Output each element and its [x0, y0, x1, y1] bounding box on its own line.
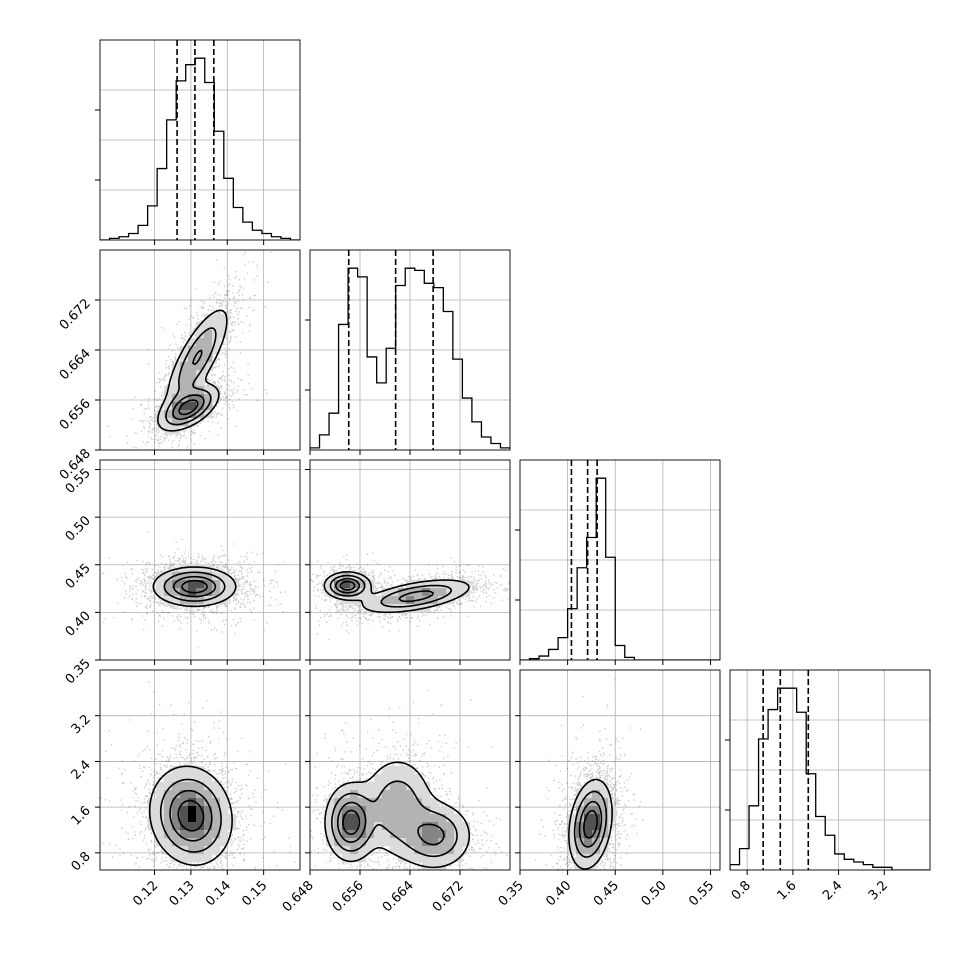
panel-frame: [309, 249, 511, 451]
x-tick-label: 3.2: [866, 878, 891, 903]
panel-frame: [309, 669, 511, 871]
panel-3-2: 0.35 0.40 0.45 0.50 0.55: [496, 669, 721, 909]
y-tick-label: 1.6: [69, 803, 94, 828]
contour-2-0-3: [181, 579, 208, 594]
contour-1-0-2: [172, 349, 205, 421]
contour-3-1-0: [324, 761, 471, 869]
y-tick-label: 0.40: [63, 609, 94, 640]
y-tick-label: 2.4: [69, 758, 94, 783]
x-tick-label: 1.6: [774, 878, 799, 903]
x-tick-label: 0.672: [430, 878, 467, 915]
panel-2-1: [305, 459, 511, 665]
panel-frame: [519, 669, 721, 871]
y-tick-label: 0.50: [63, 513, 94, 544]
x-tick-label: 2.4: [820, 878, 845, 903]
contour-3-1-3: [342, 809, 361, 836]
x-tick-label: 0.648: [280, 878, 317, 915]
y-tick-label: 3.2: [69, 712, 94, 737]
histogram-series-3: [730, 687, 930, 870]
x-tick-label: 0.664: [380, 878, 417, 915]
panel-frame: [99, 39, 301, 241]
contour-1-0-0: [157, 309, 228, 432]
contour-2-0-2: [172, 575, 217, 598]
y-tick-label: 0.45: [63, 561, 94, 592]
panel-3-3: 0.8 1.6 2.4 3.2: [725, 669, 931, 903]
x-tick-label: 0.45: [591, 878, 622, 909]
panel-3-0: 0.8 1.6 2.4 3.2 0.12 0.13 0.14 0.15: [69, 669, 301, 909]
contour-2-1-1: [329, 574, 453, 608]
histogram-series-1: [310, 267, 510, 450]
panel-0-0: [95, 39, 301, 245]
x-tick-label: 0.50: [639, 878, 670, 909]
y-tick-label: 0.656: [57, 396, 94, 433]
contour-3-1-1: [331, 780, 458, 858]
contour-3-0-1: [159, 778, 222, 853]
contour-2-1-0: [323, 571, 470, 614]
contour-2-0-1: [163, 571, 226, 602]
x-tick-label: 0.8: [729, 878, 754, 903]
y-tick-label: 0.35: [63, 656, 94, 687]
panel-2-2: [515, 459, 721, 665]
x-tick-label: 0.12: [130, 878, 161, 909]
x-tick-label: 0.40: [543, 878, 574, 909]
contour-3-2-1: [573, 790, 608, 858]
panel-frame: [99, 459, 301, 661]
x-tick-label: 0.35: [496, 878, 527, 909]
panel-3-1: 0.648 0.656 0.664 0.672: [280, 669, 511, 915]
histogram-series-2: [520, 477, 720, 660]
contour-1-0-1: [165, 327, 217, 426]
contour-3-2-3: [583, 809, 598, 839]
panel-frame: [99, 249, 301, 451]
panel-frame: [519, 459, 721, 661]
histogram-series-0: [100, 57, 300, 240]
contour-3-2-2: [578, 800, 603, 848]
x-tick-label: 0.13: [167, 878, 198, 909]
x-tick-label: 0.15: [239, 878, 270, 909]
y-tick-label: 0.8: [69, 849, 94, 874]
contour-3-1-2: [336, 801, 445, 846]
panel-frame: [309, 459, 511, 661]
contour-3-0-2: [169, 789, 213, 842]
x-tick-label: 0.656: [330, 878, 367, 915]
contour-2-1-3: [339, 580, 356, 591]
x-tick-label: 0.14: [203, 878, 234, 909]
x-tick-label: 0.55: [686, 878, 717, 909]
contour-1-0-3: [178, 399, 199, 416]
contour-3-0-0: [148, 765, 233, 866]
panel-frame: [99, 669, 301, 871]
panel-1-1: [305, 249, 511, 455]
contour-3-2-0: [568, 778, 613, 870]
contour-3-0-3: [177, 799, 205, 832]
panel-frame: [729, 669, 931, 871]
contour-2-1-2: [334, 577, 434, 603]
y-tick-label: 0.664: [57, 346, 94, 383]
y-tick-label: 0.672: [57, 296, 94, 333]
contour-2-0-0: [152, 566, 237, 608]
panel-2-0: 0.350.400.450.500.55: [63, 459, 301, 687]
